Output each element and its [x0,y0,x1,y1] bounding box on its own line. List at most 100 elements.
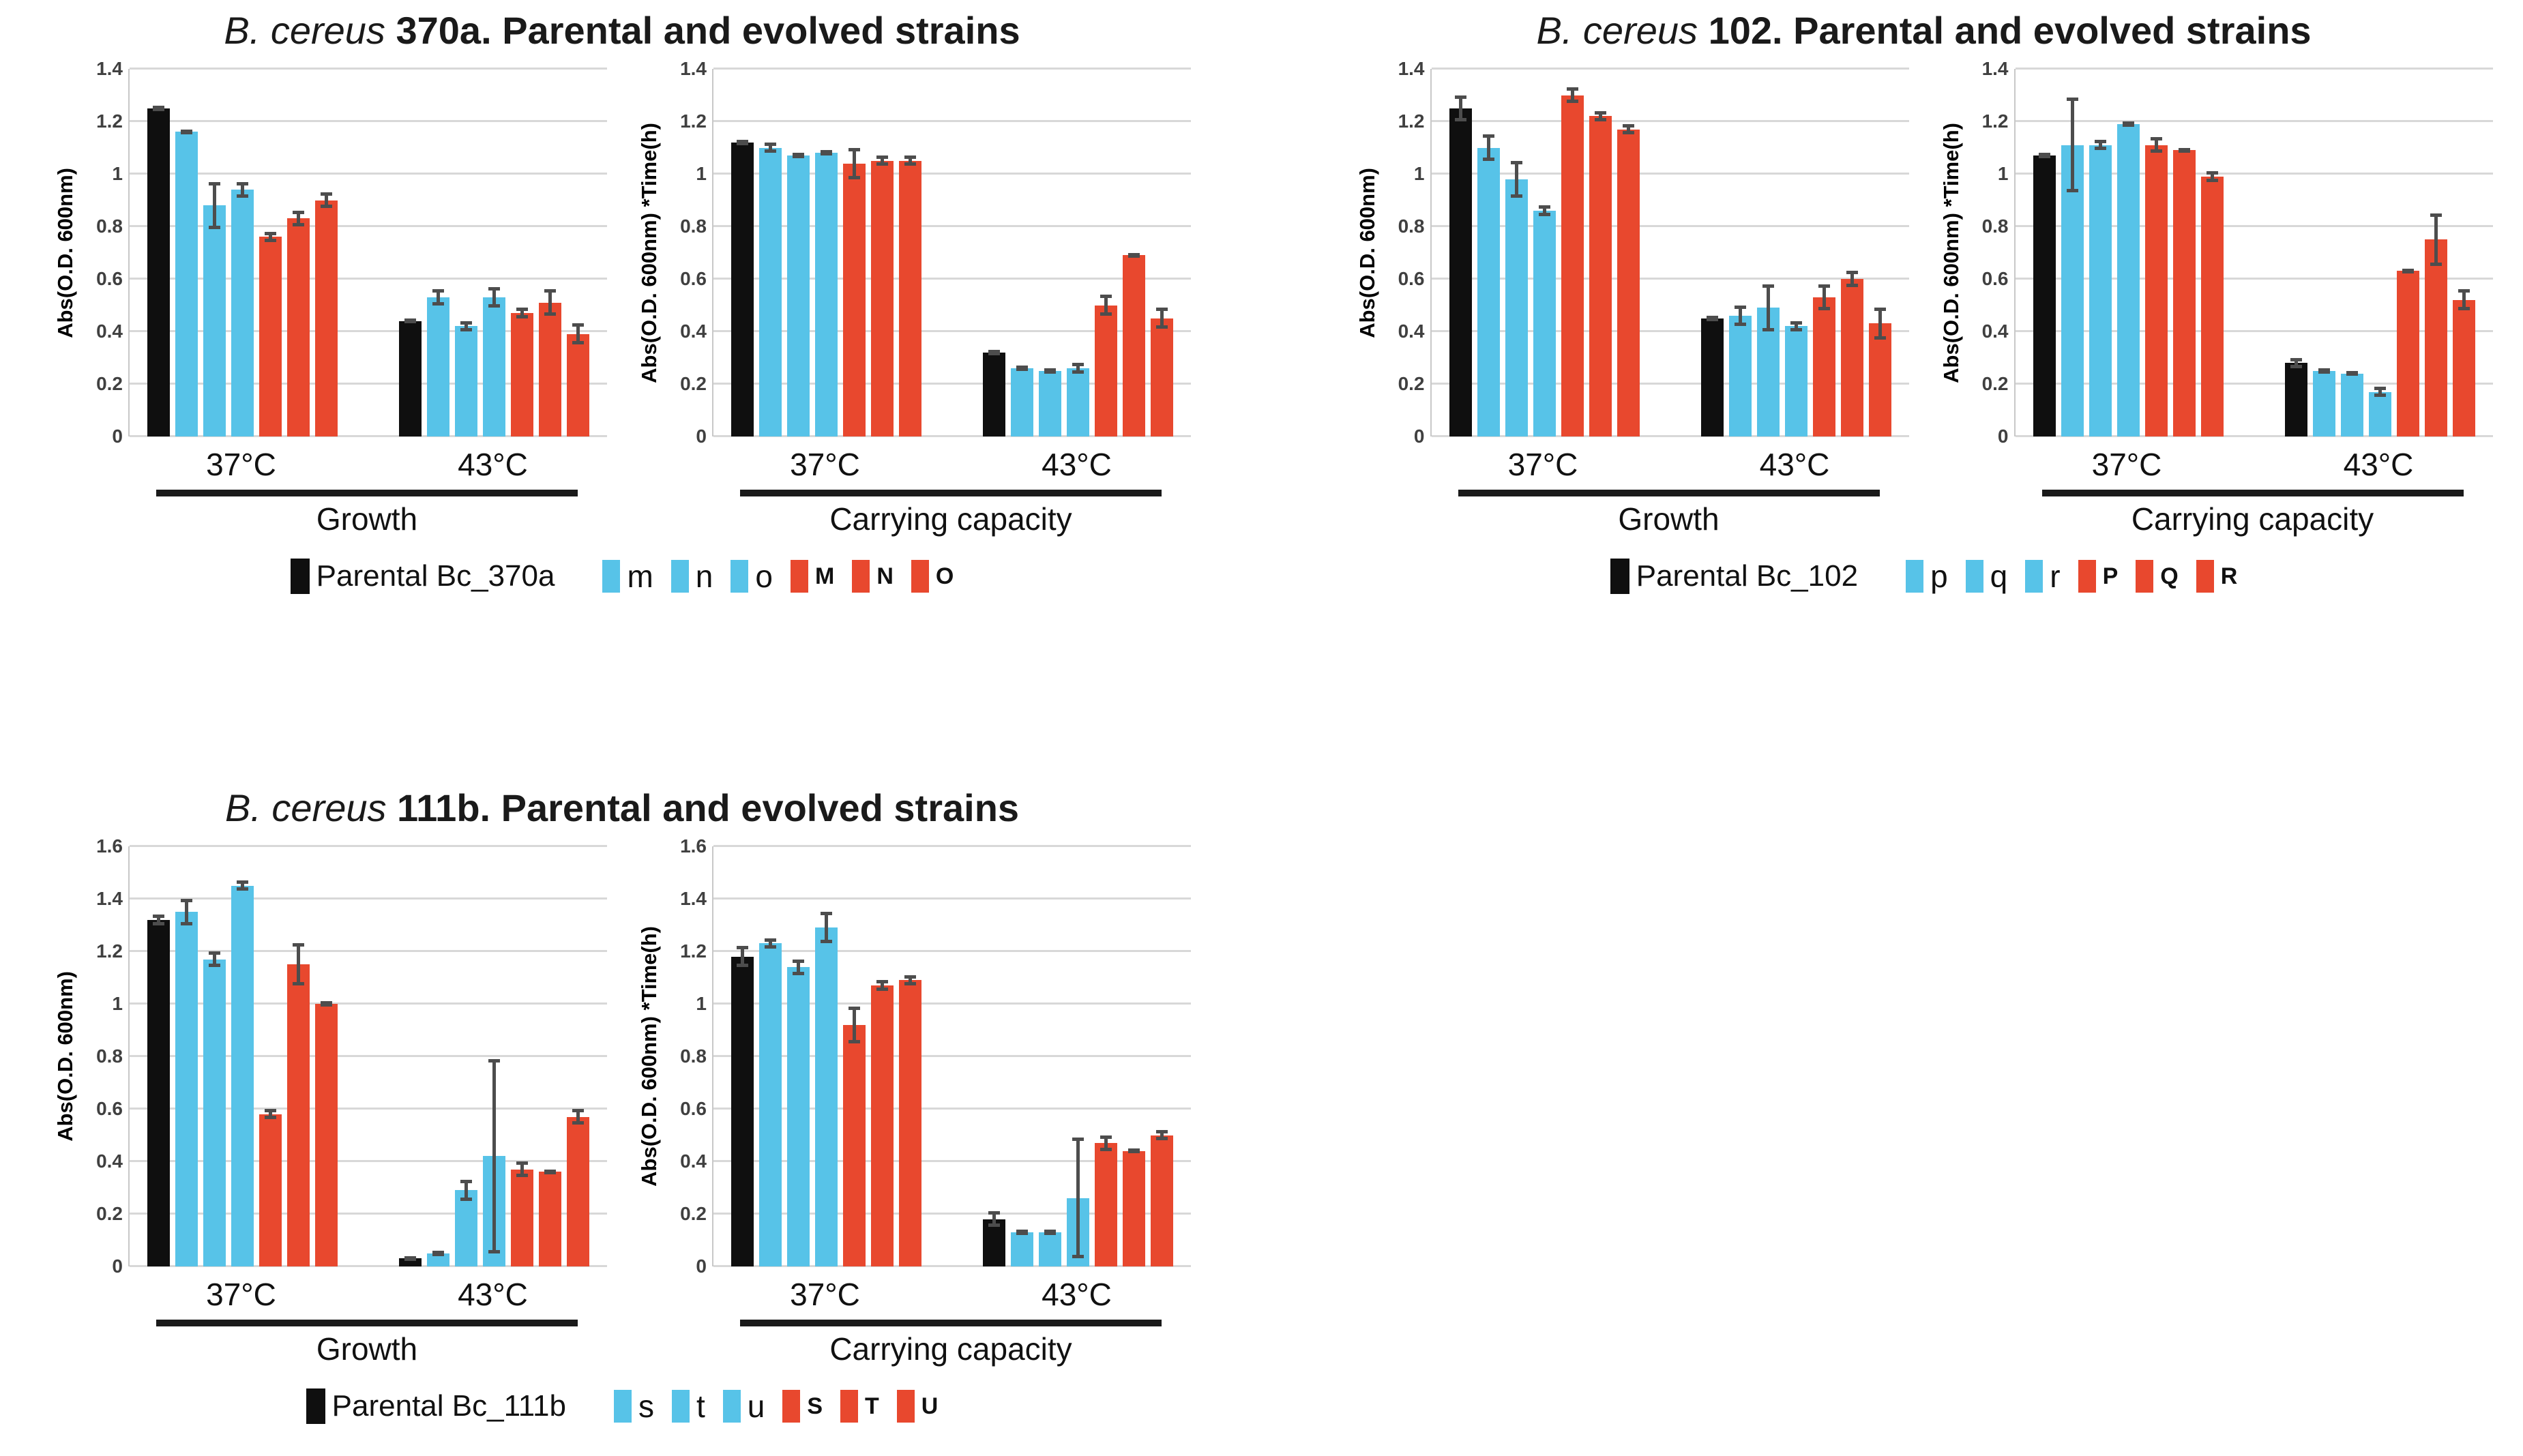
bar [2396,271,2419,436]
y-tick-label: 0 [696,426,707,447]
y-tick-label: 1.6 [96,835,123,857]
error-bar-cap-bottom [1100,1147,1112,1151]
error-bar-cap-bottom [849,175,860,179]
error-bar-cap-bottom [1156,1137,1168,1141]
axis-underline [740,490,1162,496]
error-bar-cap-bottom [821,940,832,944]
bar-slot [759,69,782,436]
bar [427,297,449,436]
y-axis-label: Abs(O.D. 600nm) [1355,167,1379,338]
y-tick-label: 1.2 [680,110,707,132]
error-bar [1598,110,1602,121]
y-axis-ticks: 1.6 1.4 1.2 1 0.8 0.6 0.4 0.2 0 [667,835,712,1277]
legend-label: p [1930,559,1948,594]
panel-title-species: B. cereus [224,9,385,52]
error-bar-cap-top [988,1211,1000,1215]
error-bar [1766,284,1770,331]
y-tick-label: 1.4 [1981,58,2009,79]
charts-row: Abs(O.D. 600nm) 1.4 1.2 1 0.8 0.6 0.4 0.2 0 37°C 4… [16,58,1228,537]
y-tick-label: 0 [1997,426,2009,447]
error-bar [464,1179,468,1201]
legend-item-evolved-43: O [911,560,954,593]
y-tick-label: 0.4 [680,321,707,342]
gridline [713,68,1191,70]
error-bar [853,1006,856,1043]
panel-title-species: B. cereus [1536,9,1698,52]
error-bar [576,323,580,345]
error-bar-cap-bottom [181,131,192,135]
gridline [1431,225,1909,227]
bar-slot [203,69,226,436]
axis-underline [2041,490,2464,496]
legend-swatch-parental [290,559,310,594]
bar-slot [1784,69,1808,436]
y-tick-label: 1.4 [1398,58,1425,79]
bar-groups [713,846,1191,1266]
legend-swatch-red [2136,560,2154,593]
error-bar [2098,139,2102,151]
bar-slot [1011,846,1033,1266]
legend-swatch-blue [2025,560,2044,593]
legend-item-evolved-37: t [671,1388,705,1425]
bar-slot [315,846,338,1266]
error-bar-cap-bottom [1100,312,1112,316]
y-axis-ticks: 1.6 1.4 1.2 1 0.8 0.6 0.4 0.2 0 [83,835,128,1277]
error-bar [1794,321,1798,331]
y-tick-label: 0.6 [1398,268,1425,289]
bar [1095,305,1117,436]
bar [175,912,198,1266]
x-axis: 37°C 43°C Growth [128,446,606,537]
legend-label: T [865,1393,879,1419]
bar-slot [1067,69,1089,436]
error-bar-cap-top [321,1001,332,1005]
gridline [1431,120,1909,122]
error-bar-cap-top [1762,284,1774,288]
bar-slot [1067,846,1089,1266]
legend-label: o [755,559,773,594]
gridline [713,435,1191,437]
bar-slot [2312,69,2335,436]
bar [759,147,782,436]
temperature-label: 43°C [1042,447,1112,482]
bar [2061,145,2084,436]
legend-label: t [696,1388,705,1424]
y-axis-label: Abs(O.D. 600nm) *Time(h) [637,926,661,1187]
error-bar-cap-bottom [544,312,556,316]
error-bar [157,915,160,925]
bar-slot [175,846,198,1266]
legend-label: m [627,559,653,594]
bar-slot [231,69,254,436]
error-bar [1850,271,1854,287]
y-tick-label: 1 [696,163,707,184]
bar [787,967,810,1266]
temperature-label: 37°C [206,1277,276,1312]
chart-area-growth: Abs(O.D. 600nm) 1.4 1.2 1 0.8 0.6 0.4 0.2 0 [53,58,607,447]
legend-swatch-red [790,560,808,593]
gridline [713,950,1191,952]
legend-swatch-parental [306,1388,325,1424]
bar [399,1258,422,1266]
bar-slot [259,69,282,436]
legend-item-evolved-37: q [1965,558,2007,595]
bar-group-43 [399,69,589,436]
bar [287,218,310,436]
panel-title-rest: 370a. Parental and evolved strains [385,9,1020,52]
error-bar-cap-bottom [1016,367,1028,371]
y-tick-label: 1 [112,993,123,1014]
bar [231,190,254,436]
plot-area [128,845,607,1267]
y-tick-label: 0.8 [96,1045,123,1067]
error-bar-cap-top [1156,1129,1168,1133]
plot-area [712,68,1191,437]
bar-slot [399,69,422,436]
error-bar-cap-top [404,1256,416,1260]
bar [399,321,422,436]
bar [2033,155,2056,436]
panel-title-rest: 102. Parental and evolved strains [1698,9,2312,52]
charts-row: Abs(O.D. 600nm) 1.6 1.4 1.2 1 0.8 0.6 0.4 0.2 0 37… [16,835,1228,1367]
gridline [2015,330,2493,332]
bar-slot [567,846,589,1266]
error-bar-cap-bottom [793,154,804,158]
gridline [713,173,1191,175]
error-bar-cap-top [765,938,776,942]
